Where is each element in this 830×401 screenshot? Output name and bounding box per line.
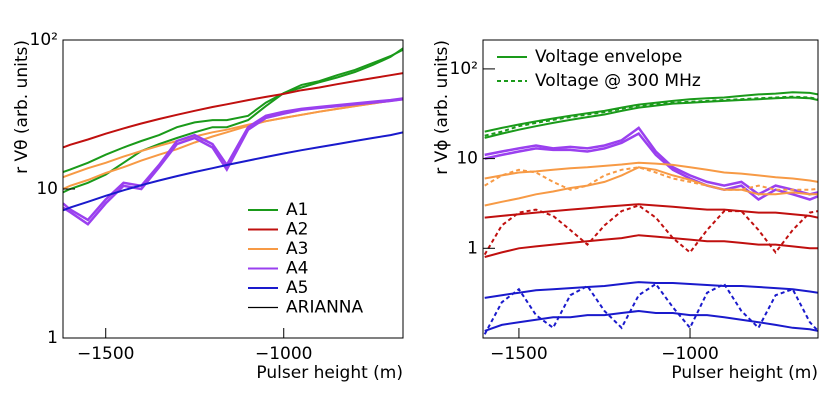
x-tick-label: −1500 bbox=[490, 344, 548, 364]
envelope-line bbox=[63, 48, 403, 173]
envelope-line bbox=[484, 281, 818, 299]
envelope-line bbox=[484, 166, 818, 207]
envelope-line bbox=[63, 98, 403, 179]
dashed-line bbox=[483, 204, 818, 256]
envelope-line bbox=[484, 309, 818, 332]
legend-label: ARIANNA bbox=[286, 298, 364, 318]
envelope-line bbox=[484, 91, 818, 133]
y-tick-label: 1 bbox=[47, 328, 58, 348]
envelope-line bbox=[63, 72, 403, 149]
envelope-line bbox=[484, 234, 818, 258]
legend-label: A4 bbox=[286, 259, 308, 279]
legend-label: Voltage envelope bbox=[535, 47, 682, 67]
x-tick-label: −1500 bbox=[77, 344, 135, 364]
dashed-line bbox=[484, 95, 818, 137]
dashed-line bbox=[484, 166, 818, 191]
plot-area bbox=[483, 91, 818, 335]
y-tick-label: 10 bbox=[456, 149, 478, 169]
x-axis-label: Pulser height (m) bbox=[671, 363, 818, 383]
envelope-line bbox=[484, 161, 818, 183]
y-axis-label: r Vϕ (arb. units) bbox=[432, 40, 452, 175]
y-tick-label: 1 bbox=[467, 238, 478, 258]
legend-label: A5 bbox=[286, 278, 308, 298]
envelope-line bbox=[484, 126, 818, 196]
y-tick-label: 10² bbox=[450, 59, 478, 79]
legend-label: Voltage @ 300 MHz bbox=[535, 71, 701, 91]
legend-label: A2 bbox=[286, 220, 308, 240]
dashed-line bbox=[483, 282, 818, 335]
y-tick-label: 10 bbox=[36, 179, 58, 199]
legend-label: A3 bbox=[286, 239, 308, 259]
x-tick-label: −1000 bbox=[255, 344, 313, 364]
envelope-line bbox=[63, 131, 403, 212]
plot-area bbox=[63, 47, 403, 226]
x-axis-label: Pulser height (m) bbox=[256, 363, 403, 383]
legend-label: A1 bbox=[286, 200, 308, 220]
envelope-line bbox=[63, 98, 403, 190]
envelope-line bbox=[484, 132, 818, 202]
y-axis-label: r Vθ (arb. units) bbox=[12, 40, 32, 174]
x-tick-label: −1000 bbox=[661, 344, 719, 364]
plot-frame bbox=[62, 39, 404, 339]
plot-frame bbox=[482, 39, 819, 339]
y-tick-label: 10² bbox=[30, 30, 58, 50]
